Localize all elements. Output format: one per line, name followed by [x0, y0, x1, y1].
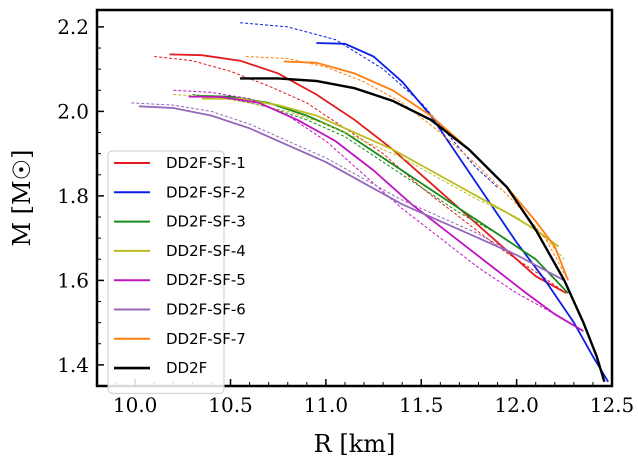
- x-axis-label: R [km]: [314, 430, 396, 458]
- y-tick-label: 1.4: [57, 353, 89, 377]
- series-dd2f-sf-5-solid: [188, 95, 584, 332]
- plot-frame: [95, 8, 614, 388]
- series-dd2f-sf-1-dashed: [154, 56, 567, 294]
- x-tick-label: 10.5: [208, 393, 253, 417]
- y-tick-label: 1.6: [57, 268, 89, 292]
- y-tick-label: 2.0: [57, 99, 89, 123]
- series-dd2f-sf-6-dashed: [131, 102, 565, 281]
- legend-label-dd2f-sf-5: DD2F-SF-5: [166, 271, 246, 289]
- series-dd2f-sf-6-solid: [138, 105, 565, 282]
- series-dd2f-sf-5-dashed: [173, 89, 584, 332]
- series-dd2f-solid: [240, 77, 606, 383]
- series-dd2f-sf-7-solid: [283, 60, 569, 281]
- series-dd2f-sf-4-solid: [201, 97, 560, 248]
- y-axis-label: M [M☉]: [8, 149, 36, 246]
- x-tick-label: 11.0: [304, 393, 349, 417]
- legend-label-dd2f-sf-4: DD2F-SF-4: [166, 242, 246, 260]
- x-tick-label: 11.5: [399, 393, 444, 417]
- legend-label-dd2f: DD2F: [166, 359, 207, 377]
- legend: DD2F-SF-1 DD2F-SF-2 DD2F-SF-3 DD2F-SF-4 DD2F…: [107, 150, 246, 394]
- legend-label-dd2f-sf-6: DD2F-SF-6: [166, 301, 246, 319]
- legend-label-dd2f-sf-3: DD2F-SF-3: [166, 213, 246, 231]
- legend-label-dd2f-sf-7: DD2F-SF-7: [166, 330, 246, 348]
- x-tick-label: 12.5: [590, 393, 635, 417]
- x-tick-label: 12.0: [494, 393, 539, 417]
- series-dd2f-sf-4-dashed: [173, 94, 565, 260]
- y-tick-label: 1.8: [57, 184, 89, 208]
- legend-label-dd2f-sf-1: DD2F-SF-1: [166, 154, 246, 172]
- series-dd2f-sf-1-solid: [169, 53, 567, 294]
- legend-label-dd2f-sf-2: DD2F-SF-2: [166, 183, 246, 201]
- plot-curves: [131, 22, 609, 383]
- series-dd2f-sf-2-dashed: [240, 22, 498, 188]
- axis-ticks: 10.0 10.5 11.0 11.5 12.0 12.5 1.4 1.6 1.8 2.0 2.2: [57, 15, 634, 417]
- y-tick-label: 2.2: [57, 15, 89, 39]
- legend-box: [107, 150, 225, 394]
- series-dd2f-sf-2-solid: [316, 42, 609, 383]
- x-tick-label: 10.0: [113, 393, 158, 417]
